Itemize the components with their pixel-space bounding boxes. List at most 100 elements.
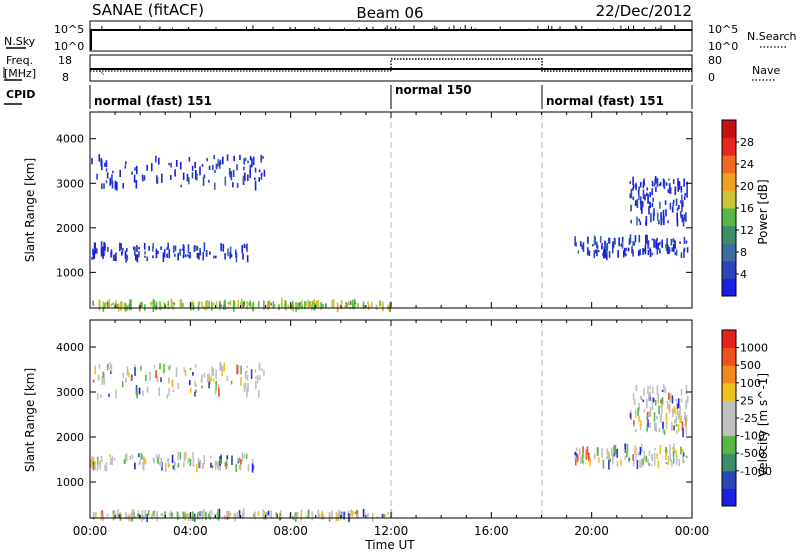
velocity-data-point bbox=[240, 377, 242, 386]
power-data-point bbox=[668, 178, 670, 181]
power-data-point bbox=[232, 182, 234, 188]
power-data-point bbox=[315, 300, 318, 307]
velocity-data-point bbox=[211, 464, 214, 469]
velocity-data-point bbox=[192, 511, 194, 521]
power-data-point bbox=[685, 212, 687, 222]
velocity-data-point bbox=[675, 415, 678, 423]
power-data-point bbox=[620, 243, 623, 247]
velocity-data-point bbox=[242, 508, 245, 518]
nsearch-tick-top: 10^5 bbox=[708, 23, 738, 36]
power-colorbar-segment bbox=[722, 120, 736, 139]
power-data-point bbox=[638, 218, 640, 222]
power-data-point bbox=[224, 304, 227, 310]
power-data-point bbox=[105, 179, 108, 184]
velocity-data-point bbox=[146, 386, 149, 393]
power-data-point bbox=[212, 164, 214, 171]
velocity-data-point bbox=[239, 463, 242, 471]
power-data-point bbox=[191, 165, 194, 171]
power-data-point bbox=[114, 181, 117, 190]
velocity-data-point bbox=[331, 512, 333, 520]
velocity-data-point bbox=[199, 460, 202, 469]
velocity-data-point bbox=[123, 459, 126, 464]
velocity-data-point bbox=[671, 447, 674, 450]
power-data-point bbox=[241, 245, 244, 254]
power-data-point bbox=[656, 237, 659, 242]
power-data-point bbox=[296, 302, 298, 309]
velocity-data-point bbox=[153, 364, 156, 369]
power-data-point bbox=[637, 190, 640, 195]
power-data-point bbox=[174, 253, 176, 257]
velocity-data-point bbox=[254, 369, 257, 373]
velocity-data-point bbox=[609, 458, 611, 462]
power-data-point bbox=[111, 174, 113, 185]
power-data-point bbox=[215, 255, 217, 259]
velocity-colorbar-segment bbox=[722, 365, 736, 384]
power-data-point bbox=[659, 248, 661, 253]
velocity-data-point bbox=[651, 397, 654, 404]
velocity-data-point bbox=[131, 454, 134, 460]
velocity-data-point bbox=[100, 510, 103, 521]
velocity-data-point bbox=[209, 455, 212, 459]
power-data-point bbox=[243, 166, 245, 171]
power-data-point bbox=[311, 303, 314, 310]
velocity-data-point bbox=[643, 387, 645, 396]
nsearch-tick-bottom: 10^0 bbox=[708, 40, 738, 53]
velocity-data-point bbox=[616, 448, 619, 458]
power-data-point bbox=[116, 182, 118, 191]
power-data-point bbox=[382, 301, 384, 312]
power-data-point bbox=[267, 301, 269, 311]
power-data-point bbox=[232, 169, 235, 177]
power-data-point bbox=[608, 250, 611, 258]
velocity-data-point bbox=[190, 512, 192, 521]
velocity-data-point bbox=[141, 455, 144, 461]
velocity-data-point bbox=[177, 463, 180, 468]
velocity-data-point bbox=[212, 378, 215, 382]
power-data-point bbox=[105, 168, 108, 172]
power-data-point bbox=[143, 242, 146, 250]
velocity-data-point bbox=[335, 513, 338, 518]
power-data-point bbox=[662, 178, 665, 187]
velocity-data-point bbox=[661, 403, 663, 414]
power-data-point bbox=[672, 238, 675, 243]
velocity-data-point bbox=[155, 454, 158, 458]
velocity-data-point bbox=[183, 456, 186, 462]
power-data-point bbox=[653, 208, 655, 216]
power-data-point bbox=[257, 301, 260, 308]
velocity-data-point bbox=[672, 457, 675, 464]
power-data-point bbox=[112, 302, 115, 306]
velocity-data-point bbox=[673, 425, 675, 431]
power-colorbar-tick-label: 4 bbox=[740, 268, 747, 281]
power-data-point bbox=[304, 301, 306, 310]
velocity-data-point bbox=[679, 407, 681, 418]
velocity-data-point bbox=[100, 394, 102, 399]
velocity-data-point bbox=[665, 412, 668, 422]
velocity-colorbar-tick-label: -500 bbox=[740, 447, 765, 460]
power-data-point bbox=[314, 302, 316, 311]
power-data-point bbox=[186, 254, 189, 257]
power-colorbar-segment bbox=[722, 137, 736, 156]
velocity-data-point bbox=[665, 421, 668, 430]
power-data-point bbox=[258, 169, 261, 173]
velocity-data-point bbox=[675, 450, 678, 457]
power-data-point bbox=[157, 250, 159, 255]
power-data-point bbox=[168, 249, 171, 259]
power-data-point bbox=[646, 234, 649, 245]
power-ytick-label: 2000 bbox=[56, 222, 84, 235]
velocity-data-point bbox=[338, 509, 340, 518]
power-data-point bbox=[281, 297, 283, 308]
velocity-data-point bbox=[194, 363, 197, 368]
velocity-data-point bbox=[642, 460, 644, 466]
power-data-point bbox=[246, 300, 249, 310]
radar-title: SANAE (fitACF) bbox=[92, 1, 204, 19]
power-data-point bbox=[636, 216, 638, 226]
velocity-data-point bbox=[575, 447, 578, 452]
power-data-point bbox=[672, 179, 675, 185]
velocity-data-point bbox=[168, 366, 171, 371]
velocity-data-point bbox=[624, 443, 627, 453]
velocity-data-point bbox=[177, 382, 180, 389]
velocity-data-point bbox=[117, 509, 119, 518]
power-data-point bbox=[659, 182, 662, 186]
velocity-data-point bbox=[211, 366, 213, 377]
velocity-data-point bbox=[634, 410, 637, 419]
velocity-data-point bbox=[247, 464, 250, 472]
